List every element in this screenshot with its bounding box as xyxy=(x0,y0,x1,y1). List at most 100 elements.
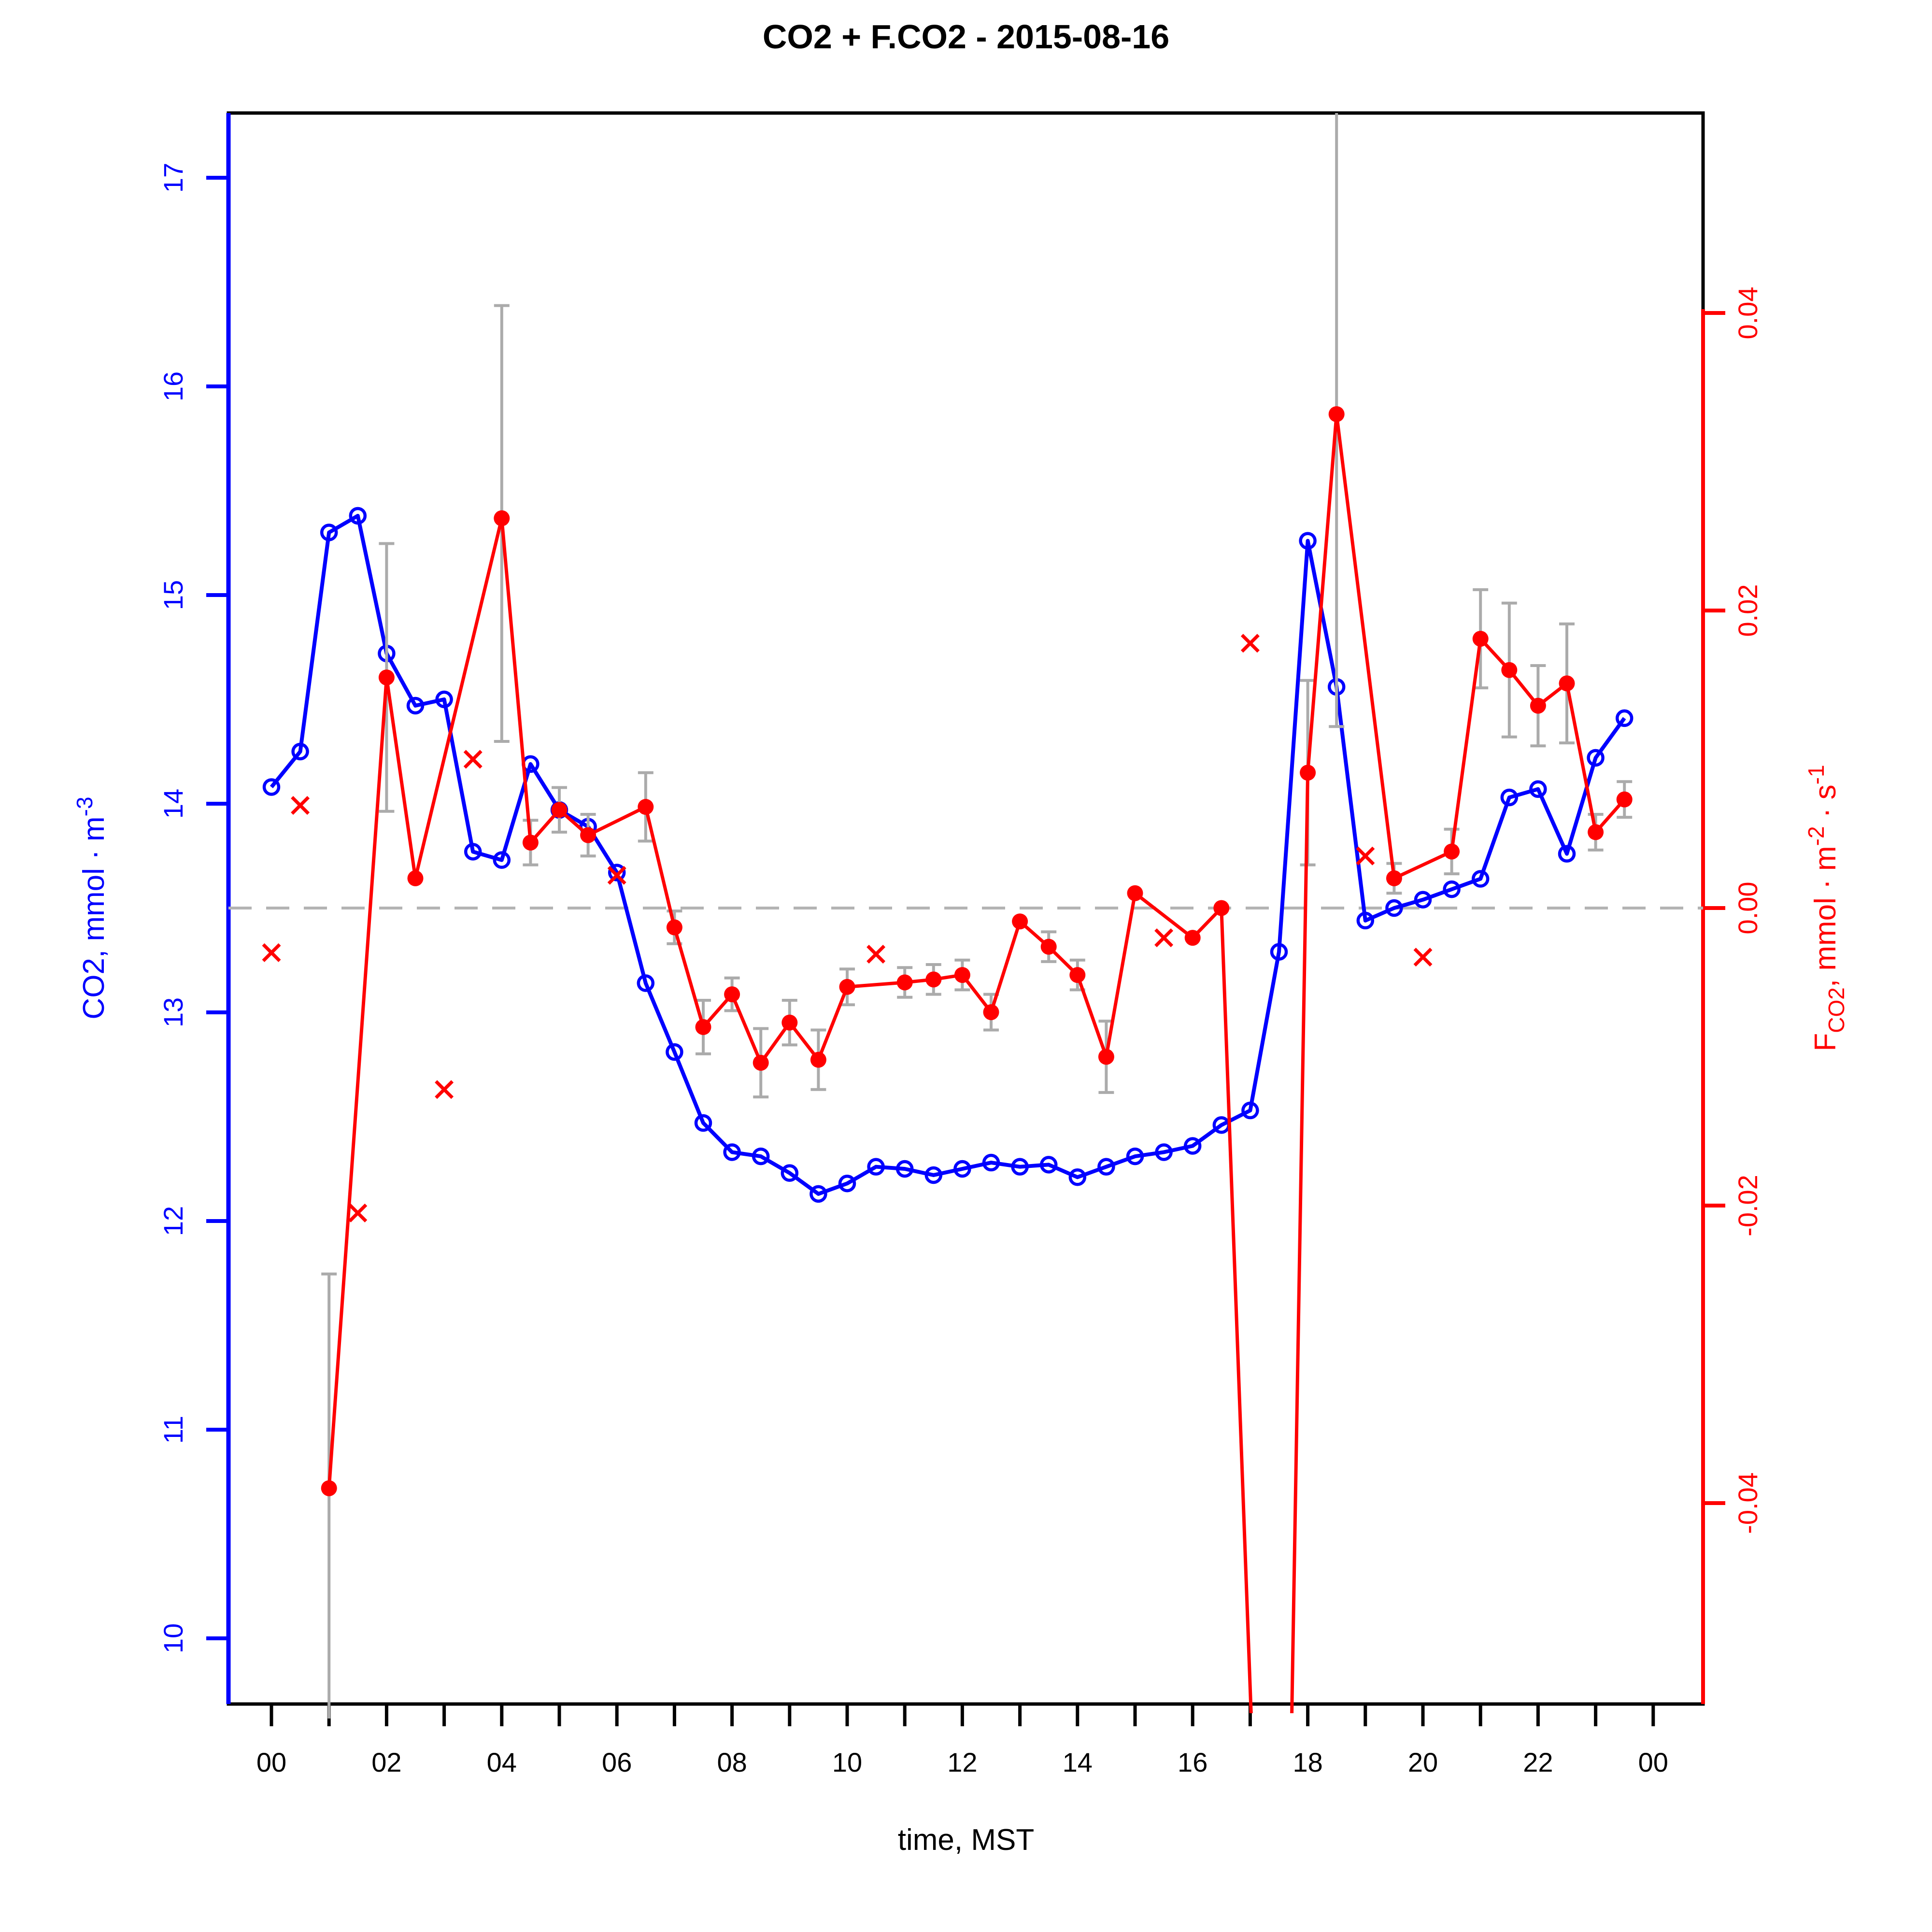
flux-point-marker xyxy=(321,1480,337,1496)
y-left-tick-label: 12 xyxy=(158,1206,188,1236)
flux-point-marker xyxy=(666,919,682,936)
flux-excluded-x-marker xyxy=(1154,928,1174,948)
flux-point-marker xyxy=(1012,913,1028,930)
co2-point-marker xyxy=(781,1164,799,1182)
co2-point-marker xyxy=(953,1160,971,1178)
flux-point-marker xyxy=(580,827,597,843)
co2-point-marker xyxy=(637,974,655,992)
flux-excluded-x-marker xyxy=(607,866,626,885)
co2-point-marker xyxy=(320,524,338,541)
co2-point-marker xyxy=(838,1174,856,1193)
co2-point-marker xyxy=(1529,780,1547,798)
co2-point-marker xyxy=(1270,943,1288,961)
co2-point-marker xyxy=(493,851,511,869)
x-axis-tick-label: 20 xyxy=(1408,1747,1438,1777)
co2-point-marker xyxy=(1155,1143,1173,1161)
flux-point-marker xyxy=(1213,900,1230,916)
co2-point-marker xyxy=(723,1143,741,1161)
flux-point-marker xyxy=(1328,406,1345,422)
flux-point-marker xyxy=(724,986,740,1003)
co2-point-marker xyxy=(1039,1156,1058,1174)
flux-point-marker xyxy=(1472,631,1489,647)
y-left-tick-label: 14 xyxy=(158,789,188,819)
x-axis-tick-label: 08 xyxy=(717,1747,747,1777)
flux-point-marker xyxy=(1098,1049,1114,1065)
co2-point-marker xyxy=(464,843,482,861)
co2-point-marker xyxy=(1500,788,1519,807)
flux-point-marker xyxy=(695,1019,711,1035)
co2-point-marker xyxy=(262,778,281,796)
co2-point-marker xyxy=(1558,845,1576,863)
flux-point-marker xyxy=(781,1014,798,1031)
y-left-tick-label: 15 xyxy=(158,580,188,610)
flux-point-marker xyxy=(378,669,395,686)
co2-point-marker xyxy=(1443,880,1461,898)
flux-point-marker xyxy=(1040,938,1057,955)
flux-excluded-x-marker xyxy=(463,750,483,769)
left-axis-title: CO2, mmol · m-3 xyxy=(72,796,111,1019)
flux-point-marker xyxy=(1127,885,1143,901)
flux-point-marker xyxy=(1184,930,1201,946)
co2-point-marker xyxy=(1414,891,1432,909)
co2-point-marker xyxy=(1385,899,1403,917)
generated-plot-content: 00 02 04 06 08 10 12 14 16 18 20 22 00 10 11 12 13 14 15 16… xyxy=(158,113,1763,1777)
right-axis-title: FCO2, mmol · m-2 · s-1 xyxy=(1804,765,1849,1051)
flux-point-marker xyxy=(1559,675,1575,692)
co2-point-marker xyxy=(1615,709,1634,727)
plot-title: CO2 + F.CO2 - 2015-08-16 xyxy=(763,18,1169,56)
y-right-tick-label: -0.02 xyxy=(1733,1175,1763,1236)
x-axis-tick-label: 00 xyxy=(256,1747,286,1777)
y-left-tick-label: 11 xyxy=(158,1416,188,1444)
flux-excluded-x-marker xyxy=(262,943,281,962)
flux-point-marker xyxy=(983,1004,999,1021)
co2-point-marker xyxy=(1587,749,1605,767)
x-axis-tick-label: 02 xyxy=(371,1747,401,1777)
flux-point-marker xyxy=(522,834,539,851)
co2-point-marker xyxy=(1356,911,1375,930)
flux-excluded-x-marker xyxy=(435,1080,454,1099)
co2-line xyxy=(270,513,1626,1196)
flux-point-marker xyxy=(810,1051,826,1068)
flux-point-marker xyxy=(407,870,424,886)
flux-excluded-x-marker xyxy=(1240,634,1260,653)
x-axis-title: time, MST xyxy=(898,1823,1034,1857)
flux-point-marker xyxy=(1300,765,1316,781)
y-right-tick-label: 0.02 xyxy=(1733,584,1763,637)
co2-point-marker xyxy=(1299,532,1317,550)
y-left-tick-label: 13 xyxy=(158,997,188,1027)
flux-point-marker xyxy=(638,799,654,815)
flux-point-marker xyxy=(925,971,942,988)
co2-point-marker xyxy=(1126,1147,1144,1165)
co2-point-marker xyxy=(752,1147,770,1165)
flux-point-marker xyxy=(1386,870,1402,886)
co2-point-marker xyxy=(1471,870,1490,888)
co2-point-marker xyxy=(982,1153,1000,1172)
co2-point-marker xyxy=(1097,1158,1115,1176)
x-axis-tick-label: 22 xyxy=(1523,1747,1553,1777)
co2-point-marker xyxy=(1241,1101,1259,1120)
x-axis-tick-label: 12 xyxy=(947,1747,977,1777)
co2-point-marker xyxy=(810,1185,827,1203)
co2-point-marker xyxy=(291,742,309,761)
y-right-tick-label: -0.04 xyxy=(1733,1472,1763,1534)
co2-point-marker xyxy=(1068,1168,1087,1186)
flux-excluded-x-marker xyxy=(1356,846,1375,866)
y-right-tick-label: 0.04 xyxy=(1733,287,1763,340)
flux-excluded-x-marker xyxy=(291,796,310,815)
x-axis-tick-label: 00 xyxy=(1638,1747,1668,1777)
co2-point-marker xyxy=(1011,1158,1029,1176)
y-left-tick-label: 10 xyxy=(158,1623,188,1653)
flux-point-marker xyxy=(1616,791,1633,808)
co2-point-marker xyxy=(924,1166,943,1184)
y-left-tick-label: 16 xyxy=(158,371,188,401)
flux-excluded-x-marker xyxy=(348,1203,368,1222)
flux-point-marker xyxy=(839,979,855,995)
co2-point-marker xyxy=(694,1114,712,1132)
flux-point-marker xyxy=(551,802,568,818)
flux-excluded-x-marker xyxy=(867,945,886,964)
flux-excluded-x-marker xyxy=(1413,948,1433,967)
x-axis-tick-label: 04 xyxy=(487,1747,517,1777)
co2-point-marker xyxy=(1183,1137,1202,1155)
